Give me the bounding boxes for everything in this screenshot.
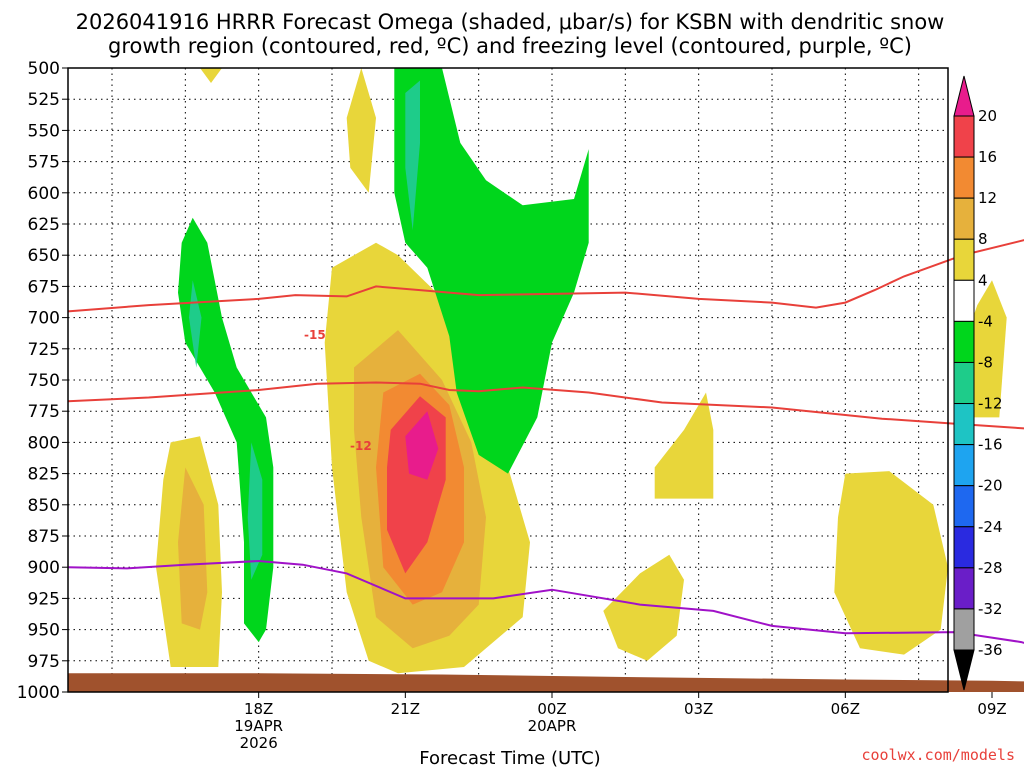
- y-tick-label: 1000: [17, 683, 60, 703]
- y-tick-label: 850: [28, 496, 60, 516]
- colorbar-bottom-arrow: [953, 649, 975, 691]
- colorbar-swatch: [953, 403, 975, 446]
- colorbar-label: -36: [978, 641, 1003, 659]
- colorbar-swatch: [953, 320, 975, 363]
- y-tick-label: 525: [28, 90, 60, 110]
- x-axis-label: Forecast Time (UTC): [419, 748, 600, 768]
- omega-minus8-region: [247, 442, 263, 580]
- surface-terrain: [68, 673, 1024, 692]
- contour-lines: [67, 239, 1024, 644]
- colorbar-swatch: [953, 567, 975, 610]
- y-tick-label: 775: [28, 402, 60, 422]
- y-tick-label: 575: [28, 153, 60, 173]
- dgz-minus-15-contour: [67, 239, 1024, 313]
- y-tick-label: 600: [28, 184, 60, 204]
- y-tick-label: 875: [28, 527, 60, 547]
- y-tick-label: 550: [28, 121, 60, 141]
- colorbar-label: 4: [978, 271, 988, 289]
- y-tick-label: 825: [28, 465, 60, 485]
- x-tick-label: 09Z: [977, 700, 1006, 718]
- omega-plus4-region: [834, 471, 948, 655]
- colorbar-swatch: [953, 608, 975, 651]
- y-tick-label: 700: [28, 309, 60, 329]
- colorbar-swatch: [953, 238, 975, 281]
- colorbar: 20 16 12 8 4 -4 -8 -12 -16 -20 -24 -28 -32 -36: [953, 75, 1003, 691]
- colorbar-label: -20: [978, 477, 1003, 495]
- colorbar-label: -8: [978, 353, 993, 371]
- colorbar-swatch: [953, 361, 975, 405]
- colorbar-label: 20: [978, 107, 997, 125]
- contour-label-minus15: -15: [304, 328, 326, 342]
- x-tick-label: 18Z: [244, 700, 273, 718]
- colorbar-label: -4: [978, 312, 993, 330]
- y-tick-label: 500: [28, 59, 60, 79]
- colorbar-label: -28: [978, 559, 1003, 577]
- y-tick-label: 650: [28, 246, 60, 266]
- omega-plus4-region: [603, 554, 684, 661]
- colorbar-label: -16: [978, 436, 1003, 454]
- x-tick-label: 00Z: [537, 700, 566, 718]
- y-tick-label: 975: [28, 652, 60, 672]
- shaded-omega-regions: [68, 68, 1024, 692]
- y-tick-label: 950: [28, 621, 60, 641]
- y-tick-label: 900: [28, 558, 60, 578]
- y-axis-ticks: 500 525 550 575 600 625 650 675 700 725 750 775 800 8…: [17, 59, 68, 703]
- chart-title-line1: 2026041916 HRRR Forecast Omega (shaded, …: [76, 10, 945, 34]
- y-tick-label: 625: [28, 215, 60, 235]
- y-tick-label: 675: [28, 277, 60, 297]
- colorbar-label: -12: [978, 395, 1003, 413]
- omega-plus4-region: [654, 392, 714, 499]
- colorbar-label: -24: [978, 518, 1003, 536]
- x-tick-label: 20APR: [528, 717, 577, 735]
- omega-minus8-region: [405, 80, 420, 231]
- credit-text: coolwx.com/models: [861, 746, 1015, 764]
- omega-plus4-region: [346, 68, 376, 193]
- colorbar-swatch: [953, 156, 975, 199]
- colorbar-swatch: [953, 279, 975, 322]
- x-tick-label: 21Z: [391, 700, 420, 718]
- x-tick-label: 06Z: [831, 700, 860, 718]
- omega-plus4-region: [200, 68, 222, 83]
- x-tick-label: 19APR: [234, 717, 283, 735]
- x-tick-label: 2026: [240, 734, 278, 752]
- colorbar-swatch: [953, 485, 975, 528]
- colorbar-label: 16: [978, 148, 997, 166]
- y-tick-label: 750: [28, 371, 60, 391]
- y-tick-label: 925: [28, 589, 60, 609]
- chart-title-line2: growth region (contoured, red, ºC) and f…: [108, 34, 912, 58]
- freezing-level-contour: [67, 559, 1024, 644]
- colorbar-swatch: [953, 444, 975, 487]
- x-tick-label: 03Z: [684, 700, 713, 718]
- colorbar-swatch: [953, 197, 975, 240]
- colorbar-label: 8: [978, 230, 988, 248]
- y-tick-label: 725: [28, 340, 60, 360]
- contour-label-minus12: -12: [350, 439, 372, 453]
- omega-plus20-region: [405, 411, 439, 480]
- y-tick-label: 800: [28, 433, 60, 453]
- dgz-minus-12-contour: [67, 381, 1024, 430]
- omega-minus4-region: [394, 68, 589, 474]
- colorbar-swatch: [953, 526, 975, 569]
- colorbar-swatch: [953, 115, 975, 158]
- colorbar-label: -32: [978, 600, 1003, 618]
- colorbar-label: 12: [978, 189, 997, 207]
- omega-plus8-region: [178, 467, 208, 630]
- colorbar-top-arrow: [953, 75, 975, 117]
